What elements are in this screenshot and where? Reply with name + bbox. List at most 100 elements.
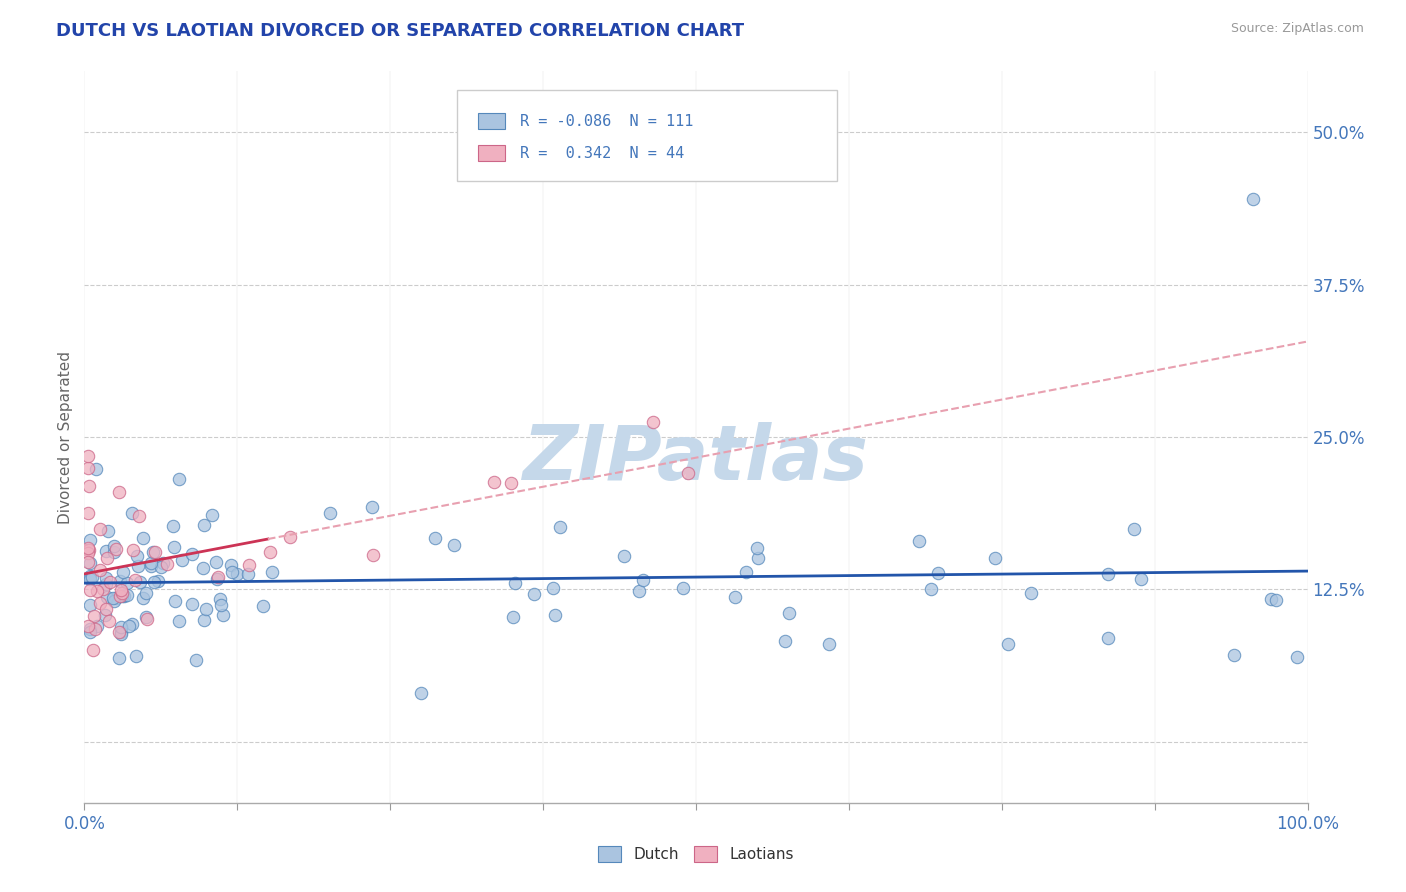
Point [77,506,100,520]
Point [143,544,166,558]
Point [110,589,132,603]
Point [484,475,506,489]
Point [79,625,101,640]
Point [724,590,747,604]
Point [193,613,215,627]
Point [84,622,107,636]
Point [110,582,132,597]
Point [207,570,229,584]
Point [107,485,129,500]
Point [747,541,769,555]
Point [735,565,758,579]
Point [773,634,796,648]
Point [747,551,769,566]
FancyBboxPatch shape [457,90,837,181]
Point [103,545,125,559]
Point [499,476,522,491]
Point [98,574,121,589]
Point [201,508,224,523]
Point [108,574,131,588]
Point [180,547,202,561]
Point [121,506,143,520]
Point [77,546,100,560]
Point [98,614,121,628]
Point [110,627,132,641]
FancyBboxPatch shape [478,145,505,161]
Point [207,572,229,586]
Point [1286,650,1309,665]
Point [238,558,260,572]
Point [110,620,132,634]
Y-axis label: Divorced or Separated: Divorced or Separated [58,351,73,524]
Point [167,472,190,486]
Point [262,565,284,579]
Point [443,538,465,552]
Point [77,619,100,633]
Point [96,551,118,566]
Point [132,591,155,606]
Point [83,608,105,623]
Point [167,614,190,628]
Legend: Dutch, Laotians: Dutch, Laotians [592,840,800,868]
Point [184,652,207,666]
Point [361,500,384,514]
Point [97,524,120,539]
Point [152,556,174,570]
Point [82,643,104,657]
Text: R =  0.342  N = 44: R = 0.342 N = 44 [520,145,685,161]
Point [103,594,125,608]
Point [1019,586,1042,600]
Point [79,599,101,613]
Point [79,533,101,547]
Point [319,506,342,520]
Point [1097,631,1119,645]
Text: Source: ZipAtlas.com: Source: ZipAtlas.com [1230,22,1364,36]
Point [115,576,138,591]
Point [423,531,446,545]
Point [1222,648,1244,663]
Point [502,609,524,624]
Point [86,619,108,633]
Point [77,460,100,475]
Point [94,571,117,585]
Point [194,602,217,616]
Point [128,509,150,524]
Point [676,466,699,480]
Point [125,648,148,663]
Point [163,593,186,607]
Point [143,575,166,590]
Point [146,574,169,588]
Point [112,590,135,604]
Point [211,608,233,623]
Point [550,519,572,533]
Point [225,566,247,581]
Point [117,619,139,633]
Point [672,581,695,595]
FancyBboxPatch shape [478,113,505,129]
Point [94,576,117,591]
Point [193,518,215,533]
Point [409,686,432,700]
Point [112,565,135,579]
Point [79,556,101,570]
Point [110,625,132,640]
Point [77,542,100,557]
Point [77,556,100,570]
Point [79,582,101,597]
Point [544,608,567,623]
Point [111,586,134,600]
Point [503,575,526,590]
Point [172,553,194,567]
Point [125,549,148,563]
Point [121,616,143,631]
Text: DUTCH VS LAOTIAN DIVORCED OR SEPARATED CORRELATION CHART: DUTCH VS LAOTIAN DIVORCED OR SEPARATED C… [56,22,744,40]
Point [108,589,131,603]
Point [136,612,159,626]
Point [209,598,232,612]
Point [108,651,131,665]
Point [139,558,162,573]
Point [627,584,650,599]
Point [983,550,1005,565]
Point [278,531,301,545]
Point [1097,567,1119,582]
